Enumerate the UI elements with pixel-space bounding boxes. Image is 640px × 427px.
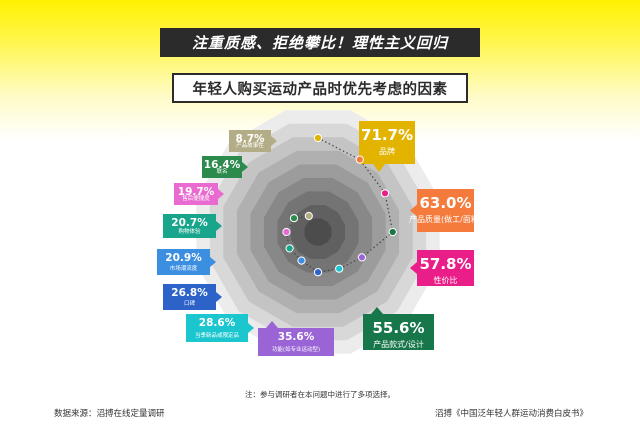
category-label: 产品款式/设计 <box>373 339 424 349</box>
label-tail <box>242 162 248 172</box>
item-3: 57.8% 性价比 <box>410 250 474 286</box>
value-label: 20.7% <box>171 217 208 229</box>
value-label: 19.7% <box>178 186 215 198</box>
label-box <box>258 328 334 356</box>
data-point <box>388 227 397 237</box>
label-tail <box>410 262 417 274</box>
footnote: 注：参与调研者在本问题中进行了多项选择。 <box>245 390 395 399</box>
label-tail <box>266 321 278 328</box>
report-name: 滔搏《中国泛年轻人群运动消费白皮书》 <box>434 409 588 419</box>
label-box <box>157 249 210 275</box>
label-box <box>417 250 474 286</box>
data-source: 数据来源：滔搏在线定量调研 <box>54 409 165 419</box>
headline: 注重质感、拒绝攀比！理性主义回归 <box>160 28 480 57</box>
label-box <box>202 156 242 178</box>
data-point <box>335 264 344 273</box>
value-label: 63.0% <box>419 194 471 212</box>
label-box <box>163 284 216 310</box>
data-point <box>380 189 390 198</box>
label-tail <box>216 221 222 231</box>
label-tail <box>248 323 254 333</box>
label-box <box>363 314 434 350</box>
data-point <box>357 253 366 262</box>
category-label: 联名 <box>216 167 227 175</box>
label-box <box>359 121 415 164</box>
label-tail <box>373 164 385 172</box>
value-label: 26.8% <box>171 287 208 299</box>
item-4: 55.6% 产品款式/设计 <box>363 307 434 350</box>
item-10: 19.7%售后便捷度 <box>174 183 224 205</box>
data-point <box>289 214 299 223</box>
label-tail <box>210 257 216 267</box>
data-point <box>297 256 306 265</box>
label-box <box>186 314 248 342</box>
label-tail <box>216 292 222 302</box>
label-tail <box>218 189 224 199</box>
value-label: 57.8% <box>419 255 471 273</box>
item-8: 20.9%市场潮流度 <box>157 249 216 275</box>
category-label: 市场潮流度 <box>170 264 198 272</box>
data-point <box>282 227 291 237</box>
category-label: 当季新品或限定品 <box>195 331 240 339</box>
label-tail <box>271 136 277 146</box>
item-1: 71.7% 品牌 <box>359 121 415 172</box>
value-label: 35.6% <box>278 331 315 343</box>
item-11: 16.4%联名 <box>202 156 248 178</box>
label-box <box>163 214 216 238</box>
label-tail <box>410 204 417 217</box>
value-label: 28.6% <box>199 317 236 329</box>
label-box <box>174 183 218 205</box>
category-label: 品牌 <box>379 146 395 156</box>
category-label: 口碑 <box>184 299 196 307</box>
value-label: 8.7% <box>235 133 265 145</box>
data-point <box>355 155 364 164</box>
category-label: 产品质量(做工/面料) <box>409 214 482 224</box>
label-box <box>417 189 474 232</box>
category-label: 性价比 <box>434 275 458 285</box>
connector-line <box>285 137 394 273</box>
data-point <box>313 268 323 277</box>
item-12: 8.7%产品故事性 <box>229 130 277 152</box>
item-5: 35.6% 功能(如专业运动型) <box>258 321 334 356</box>
item-7: 26.8%口碑 <box>163 284 222 310</box>
value-label: 16.4% <box>204 159 241 171</box>
category-label: 产品故事性 <box>236 141 264 149</box>
data-point <box>285 244 294 253</box>
label-box <box>229 130 271 152</box>
category-label: 购物体验 <box>178 227 201 235</box>
item-6: 28.6% 当季新品或限定品 <box>186 314 254 342</box>
category-label: 功能(如专业运动型) <box>272 345 320 353</box>
data-point <box>313 133 323 143</box>
chart-title: 年轻人购买运动产品时优先考虑的因素 <box>172 73 468 103</box>
item-2: 63.0% 产品质量(做工/面料) <box>409 189 482 232</box>
data-point <box>304 211 313 221</box>
label-tail <box>371 307 383 314</box>
value-label: 55.6% <box>372 319 424 337</box>
value-label: 20.9% <box>165 252 202 264</box>
value-label: 71.7% <box>361 126 413 144</box>
category-label: 售后便捷度 <box>182 194 210 202</box>
ring-9 <box>304 218 332 246</box>
item-9: 20.7%购物体验 <box>163 214 222 238</box>
